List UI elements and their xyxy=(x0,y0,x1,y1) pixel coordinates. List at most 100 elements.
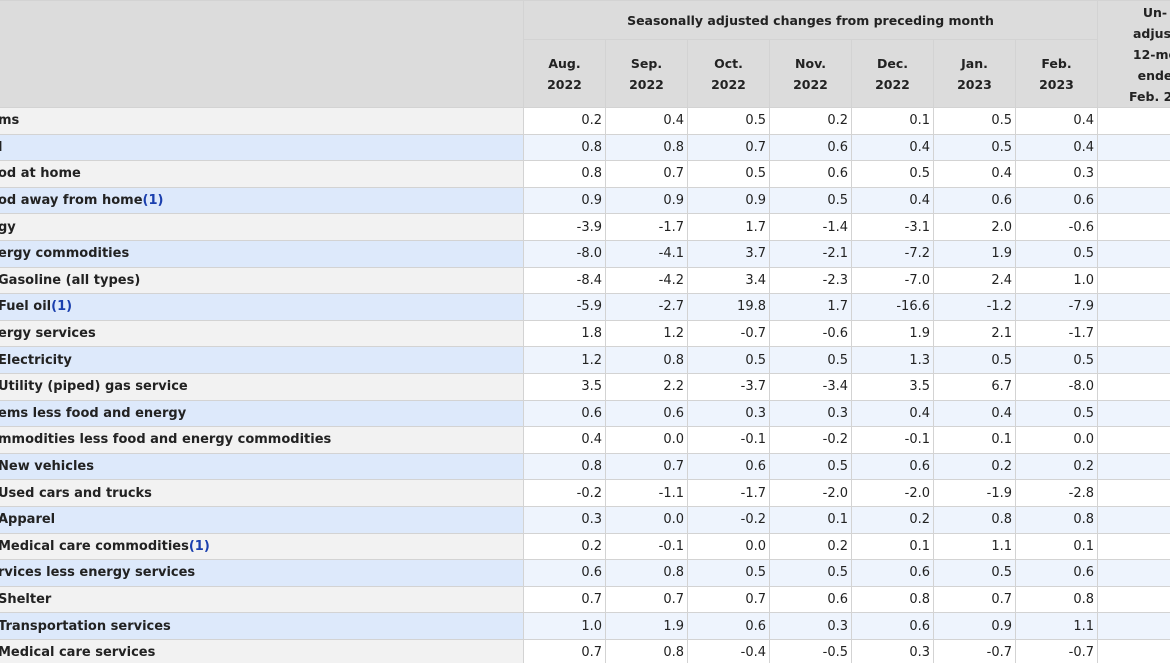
unadjusted-header-line: adjust xyxy=(1133,26,1170,41)
value-cell: 0.6 xyxy=(851,559,934,587)
footnote-link[interactable]: (1) xyxy=(188,538,210,554)
unadjusted-header-line: Un- xyxy=(1142,5,1168,20)
value-cell: 0.8 xyxy=(1015,505,1098,534)
table-row: od at home 0.8 0.7 0.5 0.6 0.5 0.4 0.3 xyxy=(0,160,1170,188)
table-row: ergy commodities -8.0 -4.1 3.7 -2.1 -7.2 1.9 0.… xyxy=(0,239,1170,268)
value-cell: 0.3 xyxy=(1015,160,1098,188)
value-cell: 0.8 xyxy=(523,160,606,188)
value-cell: 2.0 xyxy=(933,213,1016,241)
month-column-header: Aug. 2022 xyxy=(523,39,606,108)
table-row: Gasoline (all types) -8.4 -4.2 3.4 -2.3 -7.0 2… xyxy=(0,266,1170,295)
value-cell: 0.6 xyxy=(687,612,770,640)
value-cell: -4.1 xyxy=(605,239,688,268)
value-cell: 3.4 xyxy=(687,266,770,295)
unadjusted-value-cell xyxy=(1097,186,1170,215)
value-cell: 0.8 xyxy=(605,559,688,587)
value-cell: -0.1 xyxy=(605,532,688,561)
month-label: Oct. xyxy=(714,55,743,71)
value-cell: 0.6 xyxy=(523,399,606,428)
value-cell: 0.5 xyxy=(687,160,770,188)
year-label: 2022 xyxy=(711,76,746,92)
value-cell: -0.1 xyxy=(687,426,770,454)
value-cell: 0.2 xyxy=(523,532,606,561)
table-row: Apparel 0.3 0.0 -0.2 0.1 0.2 0.8 0.8 xyxy=(0,505,1170,534)
row-label-cell: l xyxy=(0,133,524,162)
unadjusted-value-cell xyxy=(1097,239,1170,268)
value-cell: 0.0 xyxy=(605,505,688,534)
unadjusted-header-line: ende xyxy=(1137,68,1170,83)
row-label-cell: Medical care services xyxy=(0,638,524,663)
row-label-cell: mmodities less food and energy commoditi… xyxy=(0,426,524,454)
row-label-cell: ms xyxy=(0,107,524,135)
value-cell: 1.7 xyxy=(687,213,770,241)
row-label-cell: Gasoline (all types) xyxy=(0,266,524,295)
value-cell: 1.1 xyxy=(933,532,1016,561)
row-label: Fuel oil xyxy=(0,299,52,315)
row-label: New vehicles xyxy=(0,459,94,475)
value-cell: 0.5 xyxy=(687,346,770,374)
value-cell: 3.5 xyxy=(523,372,606,401)
value-cell: 0.5 xyxy=(687,559,770,587)
value-cell: 0.5 xyxy=(933,107,1016,135)
value-cell: 0.6 xyxy=(523,559,606,587)
value-cell: 0.2 xyxy=(523,107,606,135)
value-cell: 2.2 xyxy=(605,372,688,401)
value-cell: 0.8 xyxy=(851,585,934,614)
month-header-row: Aug. 2022 Sep. 2022 Oct. 2022 Nov. 2022 Dec. 2022… xyxy=(0,39,1170,108)
table-row: Medical care services 0.7 0.8 -0.4 -0.5 0.3 -0… xyxy=(0,638,1170,663)
row-label: Gasoline (all types) xyxy=(0,272,141,288)
unadjusted-value-cell xyxy=(1097,372,1170,401)
value-cell: 19.8 xyxy=(687,293,770,321)
value-cell: 0.9 xyxy=(523,186,606,215)
month-column-header: Nov. 2022 xyxy=(769,39,852,108)
value-cell: -2.8 xyxy=(1015,479,1098,507)
row-label: Medical care services xyxy=(0,645,156,661)
unadjusted-value-cell xyxy=(1097,559,1170,587)
table-row: Medical care commodities(1) 0.2 -0.1 0.0 0.2… xyxy=(0,532,1170,561)
value-cell: 0.1 xyxy=(933,426,1016,454)
month-label: Dec. xyxy=(876,55,908,71)
value-cell: -1.7 xyxy=(1015,319,1098,348)
value-cell: -5.9 xyxy=(523,293,606,321)
table-row: Fuel oil(1) -5.9 -2.7 19.8 1.7 -16.6 -1.2 -7.9 xyxy=(0,293,1170,321)
value-cell: -2.0 xyxy=(769,479,852,507)
unadjusted-value-cell xyxy=(1097,346,1170,374)
footnote-link[interactable]: (1) xyxy=(142,193,164,209)
year-label: 2023 xyxy=(1039,76,1074,92)
value-cell: -7.0 xyxy=(851,266,934,295)
value-cell: -3.9 xyxy=(523,213,606,241)
value-cell: -1.1 xyxy=(605,479,688,507)
footnote-link[interactable]: (1) xyxy=(51,299,73,315)
value-cell: 0.6 xyxy=(851,612,934,640)
month-label: Aug. xyxy=(548,55,581,71)
unadjusted-value-cell xyxy=(1097,319,1170,348)
month-label: Feb. xyxy=(1041,55,1072,71)
unadjusted-value-cell xyxy=(1097,107,1170,135)
row-label: rvices less energy services xyxy=(0,565,196,581)
value-cell: -7.2 xyxy=(851,239,934,268)
value-cell: -2.3 xyxy=(769,266,852,295)
month-column-header: Sep. 2022 xyxy=(605,39,688,108)
row-label-cell: ems less food and energy xyxy=(0,399,524,428)
value-cell: 1.1 xyxy=(1015,612,1098,640)
unadjusted-value-cell xyxy=(1097,399,1170,428)
value-cell: 0.6 xyxy=(1015,559,1098,587)
value-cell: -1.4 xyxy=(769,213,852,241)
row-label-cell: Electricity xyxy=(0,346,524,374)
value-cell: 6.7 xyxy=(933,372,1016,401)
value-cell: 0.8 xyxy=(605,346,688,374)
value-cell: -8.0 xyxy=(1015,372,1098,401)
value-cell: 0.5 xyxy=(769,559,852,587)
value-cell: -4.2 xyxy=(605,266,688,295)
value-cell: 0.9 xyxy=(687,186,770,215)
value-cell: -0.1 xyxy=(851,426,934,454)
value-cell: 0.1 xyxy=(1015,532,1098,561)
month-column-header: Dec. 2022 xyxy=(851,39,934,108)
value-cell: 3.5 xyxy=(851,372,934,401)
value-cell: 1.9 xyxy=(851,319,934,348)
value-cell: 0.7 xyxy=(605,452,688,481)
row-label-cell: Shelter xyxy=(0,585,524,614)
value-cell: 0.5 xyxy=(687,107,770,135)
value-cell: 0.2 xyxy=(1015,452,1098,481)
value-cell: 0.3 xyxy=(687,399,770,428)
